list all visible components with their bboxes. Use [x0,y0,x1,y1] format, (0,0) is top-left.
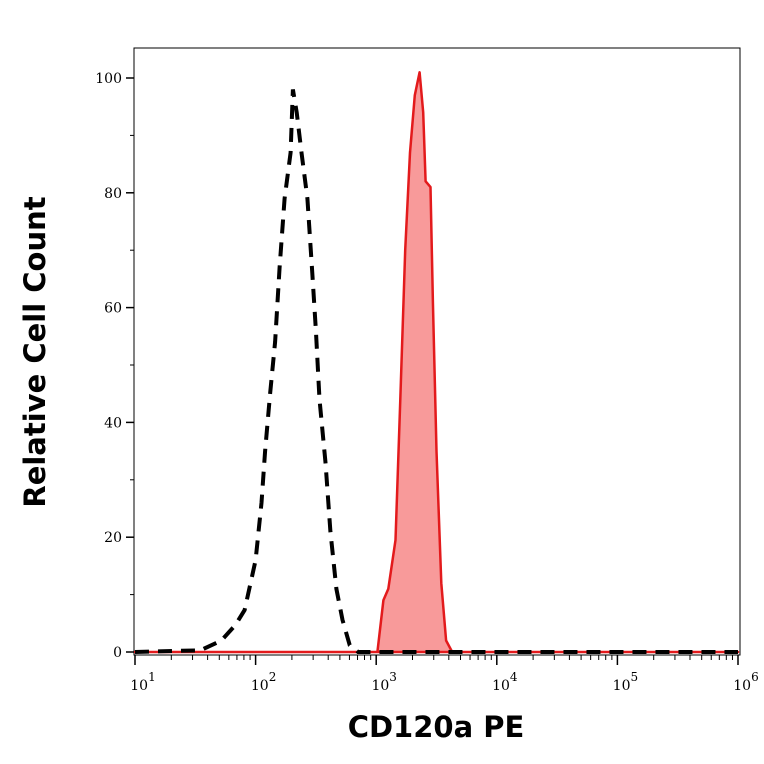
x-tick-exponent: 1 [148,670,156,684]
x-tick-label: 103 [371,670,396,694]
y-tick-label: 80 [104,186,122,202]
x-tick-label: 104 [492,670,518,694]
y-tick-label: 40 [104,415,122,431]
y-tick-label: 100 [95,71,122,87]
x-tick-base: 10 [371,678,389,694]
x-tick-label: 101 [130,670,155,694]
y-tick-label: 0 [113,645,122,661]
x-tick-exponent: 5 [630,670,638,684]
series-0-line [134,89,738,654]
y-tick-label: 60 [104,301,122,317]
x-tick-base: 10 [492,678,510,694]
x-tick-exponent: 2 [269,670,277,684]
x-tick-base: 10 [251,678,269,694]
y-tick-label: 20 [104,530,122,546]
x-tick-label: 106 [733,670,758,694]
series-1-area [133,71,740,654]
x-axis-title: CD120a PE [348,710,525,744]
series-layer [133,71,740,654]
x-tick-base: 10 [130,678,148,694]
x-tick-exponent: 3 [389,670,397,684]
x-tick-label: 105 [613,670,638,694]
x-tick-exponent: 6 [751,670,759,684]
x-tick-base: 10 [613,678,631,694]
x-tick-base: 10 [733,678,751,694]
x-tick-exponent: 4 [510,670,518,684]
x-tick-label: 102 [251,670,276,694]
y-axis-title: Relative Cell Count [18,196,52,507]
